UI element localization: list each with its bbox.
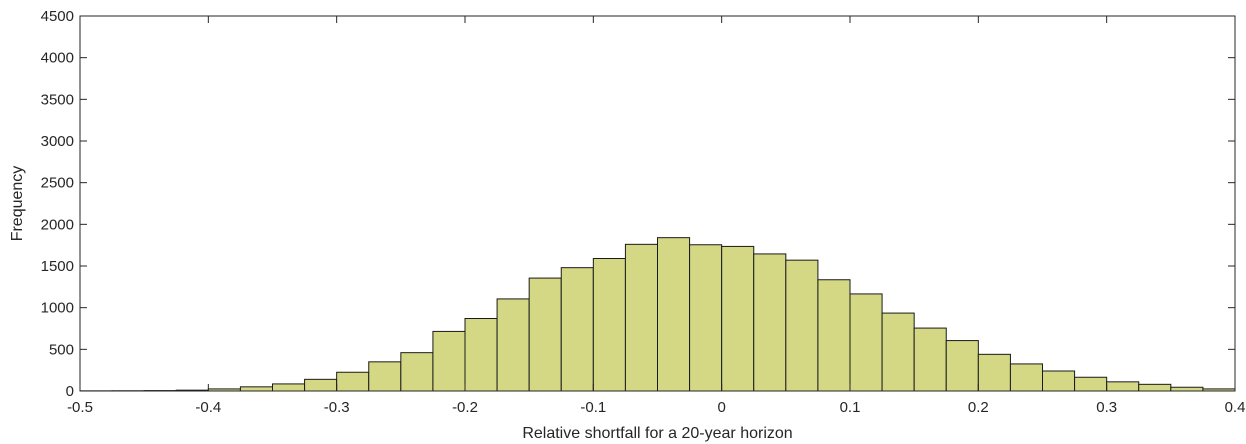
x-tick-label: -0.5 [67,399,93,416]
x-tick-label: 0.4 [1225,399,1246,416]
histogram-bar [1074,376,1108,392]
x-tick-label: 0 [717,399,725,416]
histogram-bar [753,253,787,392]
histogram-bar [817,279,851,392]
x-tick-label: 0.2 [968,399,989,416]
x-tick-label: -0.3 [324,399,350,416]
histogram-bar [977,353,1011,392]
histogram-bar [592,258,626,392]
x-tick-label: -0.2 [452,399,478,416]
histogram-bar [464,318,498,392]
x-tick-label: -0.1 [580,399,606,416]
plot-frame [79,15,1236,392]
histogram-bar [432,330,466,392]
y-tick-label: 1000 [41,300,74,317]
histogram-bar [272,383,306,392]
histogram-bar [496,298,530,392]
y-tick-label: 4000 [41,50,74,67]
histogram-bar [368,361,402,392]
histogram-bar [945,340,979,392]
y-tick-label: 500 [49,341,74,358]
x-tick-label: -0.4 [195,399,221,416]
y-axis: 0 500 1000 1500 2000 2500 3000 3500 4000 4500 [41,8,1235,400]
histogram-bar [1009,363,1044,392]
histogram-bar [560,267,594,392]
histogram-bar [624,243,659,392]
y-tick-label: 3000 [41,133,74,150]
histogram-bar [1170,386,1204,392]
histogram-bar [304,378,338,392]
histogram-bar [785,259,819,392]
histogram-bar [1106,381,1140,392]
histogram-bar [1138,383,1172,392]
y-tick-label: 2000 [41,216,74,233]
x-tick-label: 0.3 [1096,399,1117,416]
histogram-bar [657,237,691,392]
histogram-bar [336,371,370,392]
histogram-bar [1042,370,1076,392]
histogram-bar [721,245,755,392]
histogram-bar [913,327,947,392]
histogram-bars [79,237,1236,392]
x-tick-label: 0.1 [840,399,861,416]
x-axis-label: Relative shortfall for a 20-year horizon [522,425,792,442]
x-axis: -0.5 -0.4 -0.3 -0.2 -0.1 0 0.1 0.2 0.3 0.4 [67,16,1245,416]
y-axis-label: Frequency [9,166,26,242]
y-tick-label: 0 [66,383,74,400]
histogram-bar [528,277,562,392]
histogram-bar [400,352,434,392]
y-tick-label: 1500 [41,258,74,275]
histogram-bar [849,293,883,392]
histogram-bar [689,244,723,392]
histogram-bar [881,312,915,392]
y-tick-label: 3500 [41,91,74,108]
y-tick-label: 4500 [41,8,74,25]
y-tick-label: 2500 [41,175,74,192]
histogram-bar [239,386,274,392]
